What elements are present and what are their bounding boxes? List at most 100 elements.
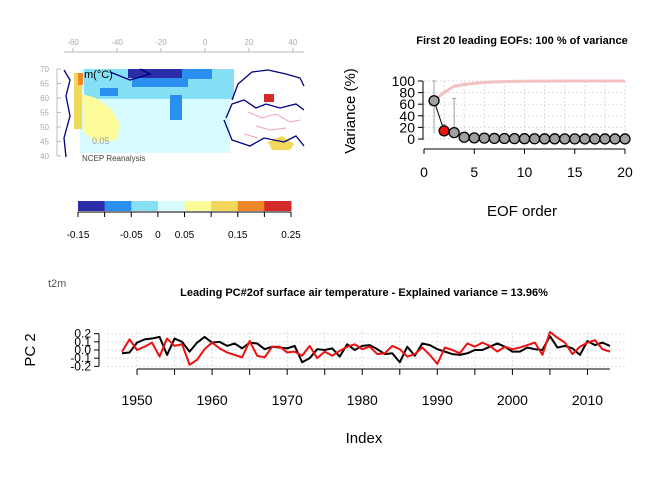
eof-variance-point — [579, 133, 591, 145]
longitude-axis: -60 -40 -20 0 20 40 — [64, 38, 304, 53]
eof-variance-point — [428, 95, 440, 107]
latitude-tick-label: 50 — [40, 123, 49, 132]
eof-variance-point — [609, 133, 621, 145]
pc-chart-title: Leading PC#2of surface air temperature -… — [180, 287, 548, 299]
colorbar-tick-label: 0 — [155, 230, 161, 241]
coastline-mediterranean — [223, 119, 305, 147]
anomaly-field-blue — [182, 69, 212, 79]
eof-variance-point — [458, 131, 470, 143]
eof-variance-point — [528, 133, 541, 145]
pc-plot-area: -0.2-0.10.00.10.2 1950 1960 1970 1980 1990 200… — [70, 327, 625, 408]
eof-variance-point — [508, 133, 521, 145]
eof-variance-point — [538, 133, 551, 145]
anomaly-field-blue-4 — [170, 95, 182, 120]
eof-variance-point — [569, 133, 581, 145]
eof-y-tick-label: 100 — [392, 73, 416, 89]
longitude-tick-label: 40 — [289, 38, 298, 47]
eof-variance-point — [589, 133, 601, 145]
map-credit: NCEP Reanalysis — [82, 154, 145, 163]
country-borders — [243, 111, 301, 139]
colorbar-swatch — [157, 201, 185, 211]
eof-variance-point — [448, 126, 460, 139]
coastline-north-america — [63, 69, 71, 158]
longitude-tick-label: 0 — [203, 38, 208, 47]
pc-x-tick-label: 2000 — [497, 392, 528, 408]
pc-series-line-black — [121, 335, 611, 364]
eof-variance-point — [549, 133, 561, 145]
coastline-scandinavia — [231, 69, 305, 101]
eof-y-tick-label: 80 — [399, 85, 415, 101]
pc-x-tick-label: 1980 — [347, 392, 378, 408]
anomaly-field-blue-3 — [100, 88, 118, 96]
pc-series-line-red — [121, 331, 611, 366]
colorbar-swatch — [264, 201, 292, 211]
anomaly-field-red — [264, 94, 274, 102]
eof-variance-point — [478, 132, 490, 144]
eof-variance-point — [518, 133, 531, 145]
eof-x-axis-label: EOF order — [487, 203, 557, 220]
anomaly-field-yellow — [82, 94, 120, 143]
colorbar-tick-label: 0.05 — [175, 230, 195, 241]
eof-x-tick-label: 10 — [517, 164, 533, 180]
eof-x-tick-label: 20 — [617, 164, 633, 180]
variable-label: t2m — [48, 278, 66, 290]
longitude-tick-label: -40 — [111, 38, 123, 47]
coastline-greenland — [109, 68, 152, 81]
eof-variance-point — [619, 133, 631, 145]
eof-y-axis-label: Variance (%) — [342, 68, 359, 154]
pc-x-axis-label: Index — [346, 430, 383, 447]
colorbar-tick-label: 0.25 — [281, 230, 301, 241]
colorbar-swatch — [131, 201, 159, 211]
longitude-tick-label: -60 — [67, 38, 79, 47]
colorbar: -0.15 -0.05 0 0.05 0.15 0.25 — [67, 201, 301, 241]
eof-variance-point — [438, 125, 450, 137]
pc-x-tick-label: 1950 — [121, 392, 152, 408]
latitude-tick-label: 65 — [40, 80, 49, 89]
latitude-tick-label: 55 — [40, 109, 49, 118]
eof-x-tick-label: 0 — [420, 164, 428, 180]
eof-variance-point — [559, 133, 571, 145]
pc-x-tick-label: 1960 — [197, 392, 228, 408]
pc-y-tick-label: -0.1 — [70, 351, 91, 365]
colorbar-tick-label: 0.15 — [228, 230, 248, 241]
anomaly-field-darkblue — [128, 69, 182, 78]
pc-y-axis-label: PC 2 — [22, 333, 39, 366]
anomaly-field-yellow-west — [74, 73, 82, 129]
eof-y-tick-label: 40 — [399, 108, 415, 124]
colorbar-swatch — [237, 201, 265, 211]
eof-y-tick-label: 20 — [399, 119, 415, 135]
pc-y-tick-label: 0.0 — [74, 343, 91, 357]
colorbar-tick-label: -0.15 — [67, 230, 90, 241]
colorbar-swatch — [104, 201, 132, 211]
colorbar-swatch — [211, 201, 239, 211]
map-unit-label: m(°C) — [84, 69, 113, 81]
eof-chart-title: First 20 leading EOFs: 100 % of variance — [416, 35, 628, 47]
eof-map-panel: -60 -40 -20 0 20 40 70 65 60 55 50 45 40 m(°C) 0.05… — [40, 38, 305, 163]
longitude-tick-label: -20 — [155, 38, 167, 47]
eof-cumulative-variance-line — [433, 79, 626, 102]
pc-timeseries-chart: Leading PC#2of surface air temperature -… — [22, 287, 625, 447]
eof-x-tick-label: 15 — [567, 164, 583, 180]
colorbar-tick-label: -0.05 — [120, 230, 143, 241]
pc-x-tick-label: 1970 — [272, 392, 303, 408]
coastline-europe — [225, 99, 305, 119]
latitude-axis: 70 65 60 55 50 45 40 — [40, 65, 61, 161]
eof-variance-point — [468, 132, 480, 144]
eof-variance-point — [498, 132, 511, 145]
map-contour-label: 0.05 — [92, 136, 110, 146]
eof-variance-point — [599, 133, 611, 145]
eof-variance-chart: First 20 leading EOFs: 100 % of variance… — [342, 35, 633, 220]
anomaly-field-orange — [78, 73, 83, 85]
colorbar-swatch — [78, 201, 106, 211]
colorbar-swatch — [184, 201, 212, 211]
eof-variance-point — [488, 132, 501, 145]
eof-y-tick-label: 60 — [399, 96, 415, 112]
pc-y-tick-label: 0.1 — [74, 335, 91, 349]
pc-y-tick-label: 0.2 — [74, 327, 91, 341]
pc-x-tick-label: 2010 — [572, 392, 603, 408]
latitude-tick-label: 45 — [40, 138, 49, 147]
pc-y-tick-label: -0.2 — [70, 359, 91, 373]
longitude-tick-label: 20 — [245, 38, 254, 47]
